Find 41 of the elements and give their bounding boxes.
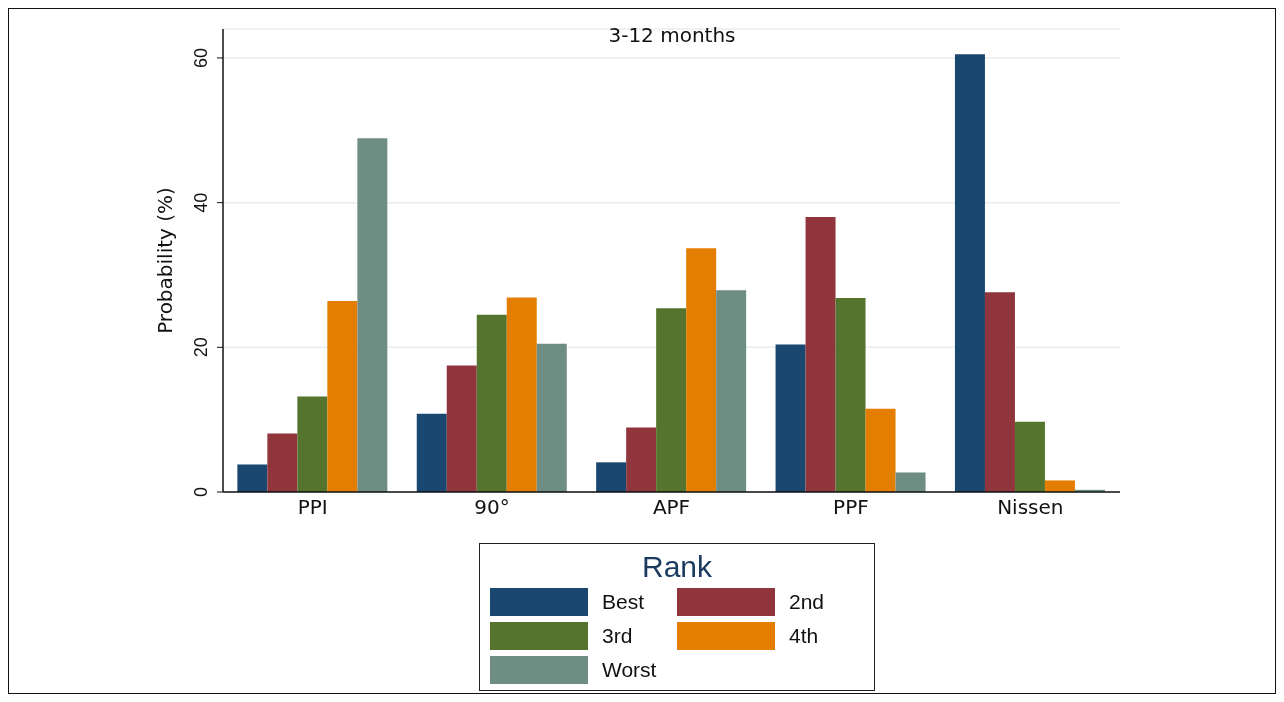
bar bbox=[1044, 480, 1075, 492]
bar bbox=[536, 343, 567, 492]
y-axis-title: Probability (%) bbox=[153, 187, 178, 334]
legend-label: 3rd bbox=[602, 624, 633, 648]
legend-label: Worst bbox=[602, 658, 657, 682]
bar bbox=[984, 292, 1015, 492]
legend-label: 2nd bbox=[789, 590, 825, 614]
y-tick-label: 60 bbox=[191, 47, 211, 68]
bar bbox=[656, 308, 687, 492]
legend-label: Best bbox=[602, 590, 645, 614]
bar bbox=[805, 217, 836, 492]
bar bbox=[237, 464, 268, 492]
y-tick-label: 0 bbox=[191, 486, 211, 498]
bar bbox=[327, 301, 358, 492]
y-tick-label: 40 bbox=[191, 192, 211, 213]
bar bbox=[835, 298, 866, 492]
bar bbox=[1014, 421, 1045, 492]
bar bbox=[716, 290, 747, 492]
bar bbox=[626, 427, 657, 492]
bar bbox=[895, 472, 926, 492]
x-tick-label: PPF bbox=[833, 495, 869, 520]
bar bbox=[357, 138, 388, 492]
bar bbox=[865, 408, 896, 492]
x-tick-label: Nissen bbox=[997, 495, 1064, 520]
legend-label: 4th bbox=[789, 624, 819, 648]
bar bbox=[297, 396, 328, 492]
bar bbox=[267, 433, 298, 492]
legend-title: Rank bbox=[640, 550, 713, 584]
x-tick-label: APF bbox=[652, 495, 691, 520]
bar bbox=[954, 54, 985, 492]
bar bbox=[506, 297, 537, 492]
y-tick-label: 20 bbox=[191, 337, 211, 358]
bar bbox=[775, 344, 806, 492]
bar bbox=[446, 365, 477, 492]
chart-title: 3-12 months bbox=[607, 23, 737, 47]
x-tick-label: 90° bbox=[474, 495, 510, 520]
x-tick-label: PPI bbox=[297, 495, 328, 520]
bar bbox=[686, 248, 717, 492]
bar bbox=[476, 314, 507, 492]
bar bbox=[416, 413, 447, 492]
bar bbox=[596, 462, 627, 492]
